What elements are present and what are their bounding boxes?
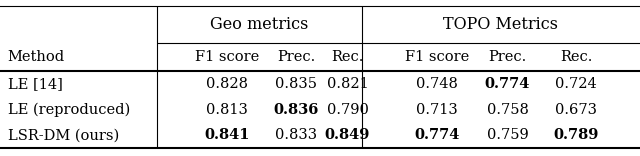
Text: LE (reproduced): LE (reproduced) (8, 103, 130, 117)
Text: 0.833: 0.833 (275, 128, 317, 142)
Text: 0.774: 0.774 (485, 77, 530, 91)
Text: 0.748: 0.748 (416, 77, 458, 91)
Text: LE [14]: LE [14] (8, 77, 63, 91)
Text: F1 score: F1 score (195, 50, 259, 64)
Text: Method: Method (8, 50, 65, 64)
Text: 0.673: 0.673 (555, 103, 597, 117)
Text: Rec.: Rec. (560, 50, 592, 64)
Text: 0.790: 0.790 (326, 103, 369, 117)
Text: 0.828: 0.828 (206, 77, 248, 91)
Text: 0.774: 0.774 (415, 128, 460, 142)
Text: 0.835: 0.835 (275, 77, 317, 91)
Text: 0.836: 0.836 (274, 103, 319, 117)
Text: 0.758: 0.758 (486, 103, 529, 117)
Text: 0.821: 0.821 (326, 77, 369, 91)
Text: 0.813: 0.813 (206, 103, 248, 117)
Text: 0.789: 0.789 (554, 128, 598, 142)
Text: 0.724: 0.724 (555, 77, 597, 91)
Text: TOPO Metrics: TOPO Metrics (444, 16, 558, 33)
Text: Prec.: Prec. (277, 50, 316, 64)
Text: Rec.: Rec. (332, 50, 364, 64)
Text: F1 score: F1 score (405, 50, 469, 64)
Text: LSR-DM (ours): LSR-DM (ours) (8, 128, 119, 142)
Text: Geo metrics: Geo metrics (210, 16, 308, 33)
Text: 0.713: 0.713 (416, 103, 458, 117)
Text: 0.759: 0.759 (486, 128, 529, 142)
Text: Prec.: Prec. (488, 50, 527, 64)
Text: 0.841: 0.841 (204, 128, 250, 142)
Text: 0.849: 0.849 (325, 128, 370, 142)
